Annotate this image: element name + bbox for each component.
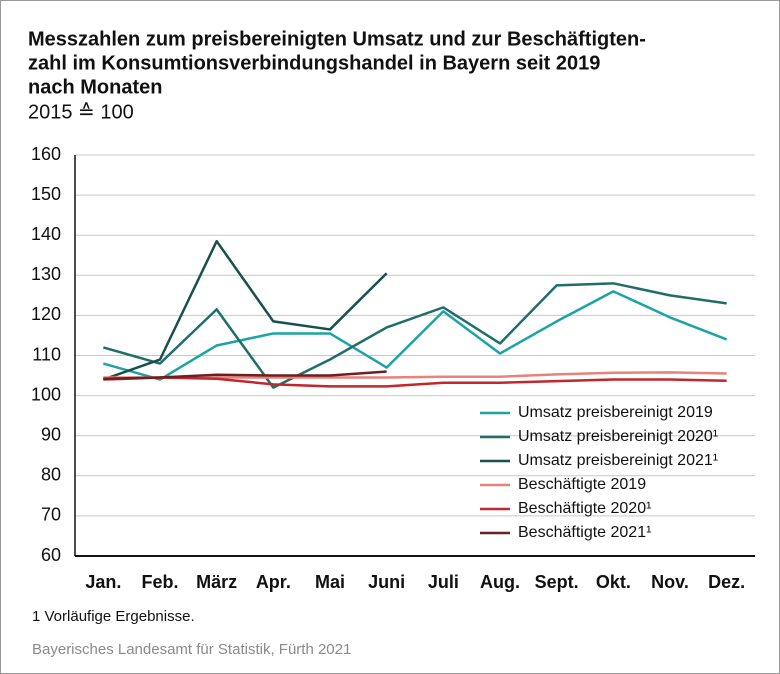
- y-tick-label: 140: [31, 224, 61, 244]
- legend-label: Umsatz preisbereinigt 2021¹: [518, 452, 718, 469]
- y-tick-label: 120: [31, 304, 61, 324]
- footnote: 1 Vorläufige Ergebnisse.: [32, 608, 195, 625]
- x-tick-label: Juli: [428, 572, 459, 592]
- series-line: [102, 239, 388, 381]
- y-tick-label: 160: [31, 144, 61, 164]
- subtitle: 2015 ≙ 100: [28, 101, 134, 123]
- y-tick-label: 130: [31, 264, 61, 284]
- x-tick-label: Apr.: [256, 572, 291, 592]
- chart-title: zahl im Konsumtionsverbindungshandel in …: [28, 52, 600, 74]
- chart-title: nach Monaten: [28, 76, 162, 98]
- y-tick-label: 150: [31, 184, 61, 204]
- x-tick-label: Mai: [315, 572, 345, 592]
- legend-label: Beschäftigte 2019: [518, 476, 646, 493]
- x-tick-label: Aug.: [480, 572, 520, 592]
- x-tick-label: Juni: [368, 572, 405, 592]
- series-line: [102, 282, 727, 389]
- x-tick-label: Sept.: [535, 572, 579, 592]
- y-tick-label: 90: [41, 424, 61, 444]
- legend-label: Beschäftigte 2020¹: [518, 500, 651, 517]
- y-tick-label: 60: [41, 545, 61, 565]
- x-tick-label: März: [196, 572, 237, 592]
- x-tick-label: Nov.: [651, 572, 689, 592]
- y-tick-label: 70: [41, 505, 61, 525]
- x-tick-label: Okt.: [596, 572, 631, 592]
- y-tick-label: 100: [31, 384, 61, 404]
- legend-label: Beschäftigte 2021¹: [518, 524, 651, 541]
- y-tick-label: 80: [41, 465, 61, 485]
- x-tick-label: Dez.: [708, 572, 745, 592]
- y-tick-label: 110: [32, 344, 61, 364]
- x-tick-label: Jan.: [85, 572, 121, 592]
- x-tick-label: Feb.: [141, 572, 178, 592]
- source: Bayerisches Landesamt für Statistik, Für…: [32, 641, 351, 658]
- series-line: [103, 376, 727, 388]
- legend-label: Umsatz preisbereinigt 2019: [518, 404, 713, 421]
- legend-label: Umsatz preisbereinigt 2020¹: [518, 428, 718, 445]
- series-line: [103, 370, 387, 381]
- series-line: [102, 290, 728, 381]
- chart-title: Messzahlen zum preisbereinigten Umsatz u…: [28, 28, 646, 50]
